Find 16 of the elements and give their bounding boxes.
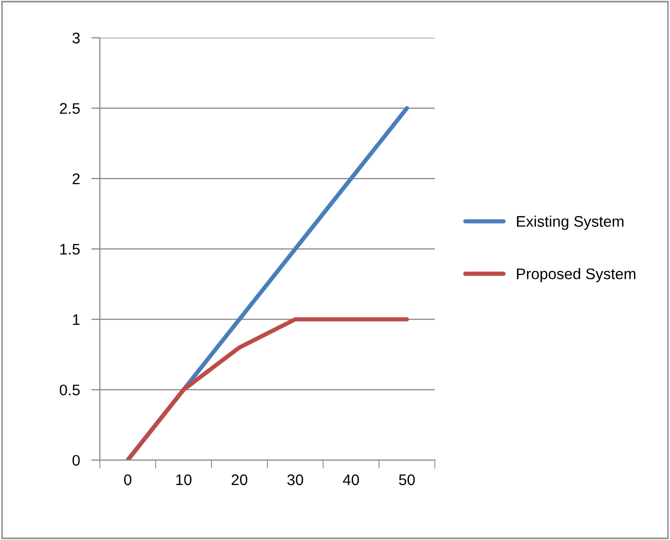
x-tick-label: 10: [176, 474, 192, 486]
x-tick-label: 40: [342, 474, 359, 486]
x-tick-label: 20: [232, 474, 248, 486]
y-tick-label: 1.5: [60, 244, 80, 255]
x-tick-label: 50: [399, 474, 415, 486]
y-tick-label: 2: [72, 173, 80, 184]
y-tick-label: 1: [73, 314, 80, 325]
x-tick-label: 30: [287, 474, 304, 486]
legend-label: Proposed System: [517, 268, 636, 282]
y-tick-label: 2.5: [60, 103, 80, 114]
y-tick-label: 0.5: [60, 384, 80, 396]
legend-label: Existing System: [517, 216, 624, 230]
y-tick-label: 3: [72, 32, 80, 44]
x-tick-label: 0: [124, 474, 132, 486]
line-series: [126, 317, 409, 460]
y-tick-label: 0: [72, 454, 80, 466]
